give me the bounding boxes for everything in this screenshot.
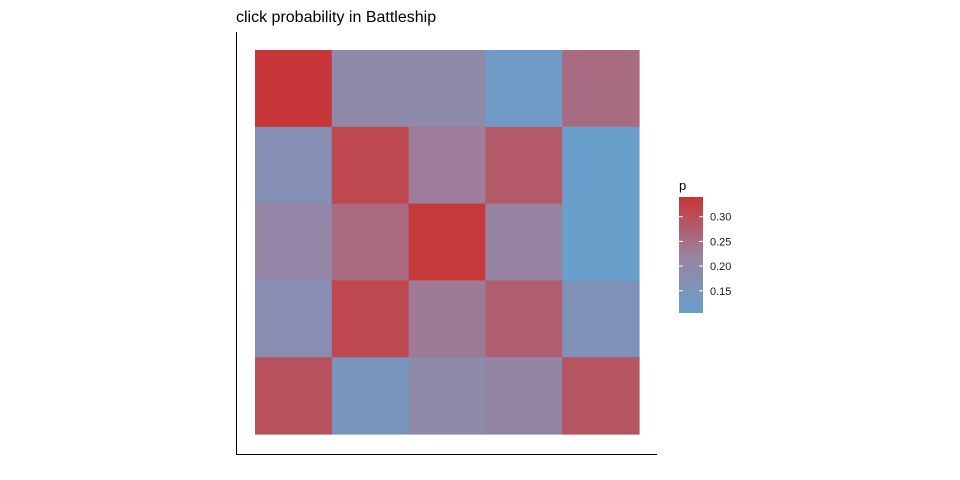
heatmap-cell-r1-c2: [331, 50, 410, 128]
heatmap-cell-r2-c5: [562, 126, 640, 205]
heatmap-cell-r3-c5: [562, 203, 640, 281]
heatmap-cell-r1-c1: [255, 50, 333, 128]
chart-title: click probability in Battleship: [236, 9, 436, 26]
heatmap-cell-r4-c5: [562, 280, 640, 358]
heatmap-cell-r5-c3: [408, 357, 486, 435]
heatmap-cell-r5-c2: [331, 357, 410, 435]
heatmap-cell-r5-c4: [485, 357, 563, 435]
legend-tick-label: 0.15: [710, 286, 731, 298]
legend-tick-label: 0.30: [710, 212, 731, 224]
legend-colorbar: [679, 197, 703, 313]
heatmap-cell-r3-c3: [408, 203, 486, 281]
legend-tick-label: 0.20: [710, 261, 731, 273]
heatmap-cell-r5-c5: [562, 357, 640, 435]
heatmap-cell-r4-c2: [331, 280, 410, 358]
heatmap-cell-r3-c2: [331, 203, 410, 281]
heatmap-cell-r2-c4: [485, 126, 563, 205]
heatmap-cells: [255, 50, 640, 435]
heatmap-cell-r1-c5: [562, 50, 640, 128]
legend-title: p: [679, 178, 686, 193]
legend-ticks: 0.15 0.20 0.25 0.30: [679, 212, 731, 298]
heatmap-cell-r2-c2: [331, 126, 410, 205]
color-legend: p 0.15 0.20 0.25 0.30: [679, 178, 731, 313]
heatmap-cell-r4-c1: [255, 280, 333, 358]
heatmap-cell-r1-c4: [485, 50, 563, 128]
heatmap-cell-r5-c1: [255, 357, 333, 435]
heatmap-cell-r4-c4: [485, 280, 563, 358]
legend-tick-label: 0.25: [710, 236, 731, 248]
heatmap-cell-r2-c1: [255, 126, 333, 205]
heatmap-cell-r4-c3: [408, 280, 486, 358]
heatmap-cell-r2-c3: [408, 126, 486, 205]
heatmap-cell-r1-c3: [408, 50, 486, 128]
heatmap-cell-r3-c4: [485, 203, 563, 281]
heatmap-cell-r3-c1: [255, 203, 333, 281]
